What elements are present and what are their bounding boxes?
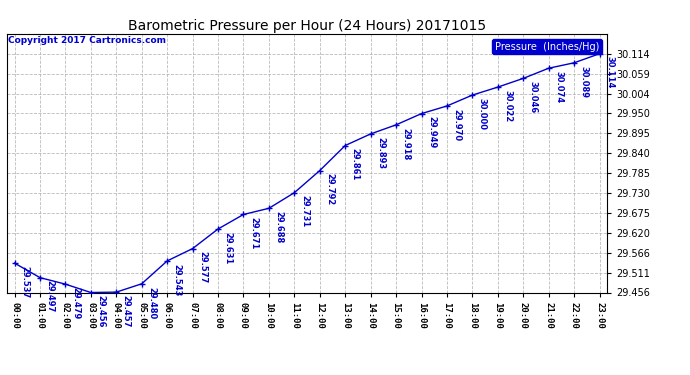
Text: 29.671: 29.671 <box>249 217 258 250</box>
Pressure  (Inches/Hg) <box>163 259 171 263</box>
Text: 30.114: 30.114 <box>605 57 614 89</box>
Pressure  (Inches/Hg) <box>87 290 95 295</box>
Text: 29.792: 29.792 <box>325 173 335 206</box>
Pressure  (Inches/Hg) <box>519 76 527 81</box>
Pressure  (Inches/Hg) <box>544 66 553 70</box>
Pressure  (Inches/Hg) <box>392 123 400 127</box>
Text: 29.688: 29.688 <box>275 211 284 243</box>
Text: 30.046: 30.046 <box>529 81 538 113</box>
Pressure  (Inches/Hg) <box>290 190 299 195</box>
Pressure  (Inches/Hg) <box>315 168 324 173</box>
Pressure  (Inches/Hg) <box>137 282 146 286</box>
Text: 29.949: 29.949 <box>427 116 436 148</box>
Text: 29.918: 29.918 <box>402 128 411 160</box>
Text: 29.970: 29.970 <box>453 109 462 141</box>
Text: 29.893: 29.893 <box>376 137 385 169</box>
Text: 29.480: 29.480 <box>147 286 156 319</box>
Text: 30.022: 30.022 <box>504 90 513 122</box>
Pressure  (Inches/Hg) <box>469 93 477 98</box>
Text: 29.479: 29.479 <box>71 287 80 319</box>
Pressure  (Inches/Hg) <box>417 111 426 116</box>
Text: 29.577: 29.577 <box>198 251 207 284</box>
Pressure  (Inches/Hg) <box>443 104 451 108</box>
Legend: Pressure  (Inches/Hg): Pressure (Inches/Hg) <box>492 39 602 54</box>
Text: 29.731: 29.731 <box>300 195 309 228</box>
Pressure  (Inches/Hg) <box>36 275 44 280</box>
Text: 30.000: 30.000 <box>478 98 487 130</box>
Text: 29.497: 29.497 <box>46 280 55 313</box>
Pressure  (Inches/Hg) <box>214 227 222 231</box>
Text: Copyright 2017 Cartronics.com: Copyright 2017 Cartronics.com <box>8 36 166 45</box>
Pressure  (Inches/Hg) <box>493 85 502 89</box>
Pressure  (Inches/Hg) <box>239 212 248 217</box>
Title: Barometric Pressure per Hour (24 Hours) 20171015: Barometric Pressure per Hour (24 Hours) … <box>128 19 486 33</box>
Text: 29.456: 29.456 <box>97 295 106 328</box>
Text: 29.861: 29.861 <box>351 148 359 181</box>
Pressure  (Inches/Hg) <box>595 51 604 56</box>
Pressure  (Inches/Hg) <box>570 60 578 65</box>
Text: 29.543: 29.543 <box>172 264 181 296</box>
Pressure  (Inches/Hg) <box>61 282 70 286</box>
Pressure  (Inches/Hg) <box>265 206 273 210</box>
Text: 30.074: 30.074 <box>554 71 563 103</box>
Text: 29.457: 29.457 <box>122 295 131 327</box>
Pressure  (Inches/Hg) <box>10 261 19 266</box>
Text: 29.631: 29.631 <box>224 232 233 264</box>
Pressure  (Inches/Hg) <box>188 246 197 251</box>
Text: 29.537: 29.537 <box>20 266 29 298</box>
Text: 30.089: 30.089 <box>580 66 589 98</box>
Pressure  (Inches/Hg) <box>366 132 375 136</box>
Pressure  (Inches/Hg) <box>341 143 349 148</box>
Line: Pressure  (Inches/Hg): Pressure (Inches/Hg) <box>11 50 603 296</box>
Pressure  (Inches/Hg) <box>112 290 121 294</box>
